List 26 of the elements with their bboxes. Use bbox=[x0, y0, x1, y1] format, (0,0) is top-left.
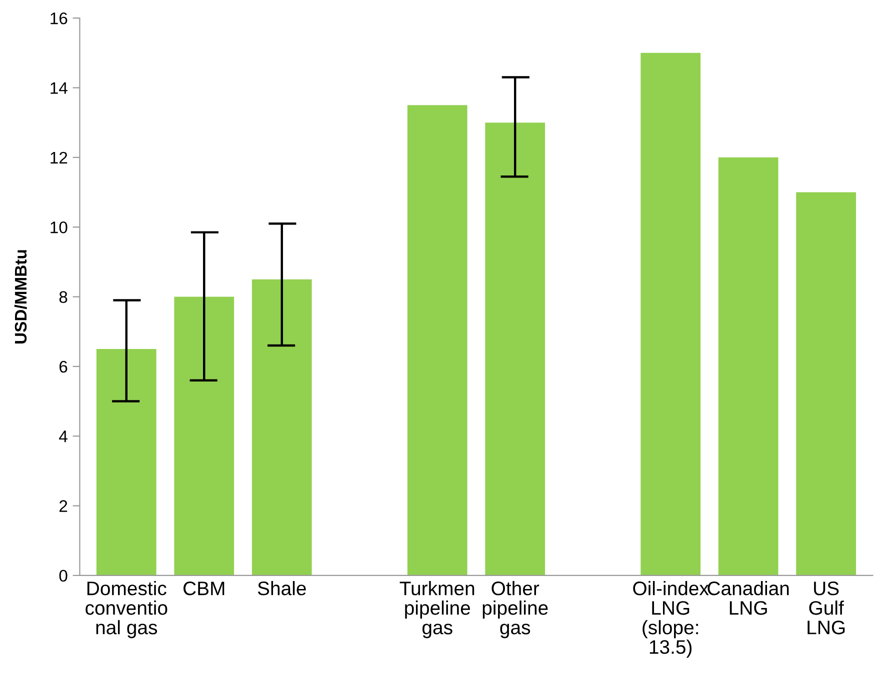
y-tick-label: 0 bbox=[59, 570, 68, 582]
x-tick-label: Oil-index LNG (slope: 13.5) bbox=[633, 581, 709, 658]
bar bbox=[640, 52, 701, 576]
y-tick-label: 4 bbox=[59, 430, 68, 442]
y-axis-title: USD/MMBtu bbox=[14, 250, 27, 344]
bar bbox=[407, 105, 468, 576]
bar bbox=[718, 157, 778, 576]
y-tick-label: 14 bbox=[50, 82, 68, 94]
y-tick-label: 10 bbox=[50, 221, 68, 234]
y-tick-label: 16 bbox=[50, 12, 68, 24]
bar bbox=[96, 349, 156, 576]
y-tick-label: 6 bbox=[60, 360, 68, 373]
x-tick-label: US Gulf LNG bbox=[808, 582, 845, 634]
bar bbox=[174, 296, 234, 576]
bar bbox=[796, 192, 856, 576]
x-tick-label: Canadian LNG bbox=[708, 581, 789, 615]
x-tick-label: CBM bbox=[184, 582, 224, 596]
y-tick-label: 12 bbox=[50, 152, 68, 164]
x-tick-label: Turkmen pipeline gas bbox=[400, 581, 474, 638]
x-tick-label: Other pipeline gas bbox=[482, 581, 548, 638]
bar bbox=[252, 279, 312, 576]
x-tick-label: Domestic conventio nal gas bbox=[86, 581, 168, 638]
y-tick-label: 2 bbox=[60, 500, 68, 512]
x-tick-label: Shale bbox=[258, 581, 306, 596]
bar bbox=[485, 122, 546, 576]
y-tick-label: 8 bbox=[59, 291, 68, 303]
